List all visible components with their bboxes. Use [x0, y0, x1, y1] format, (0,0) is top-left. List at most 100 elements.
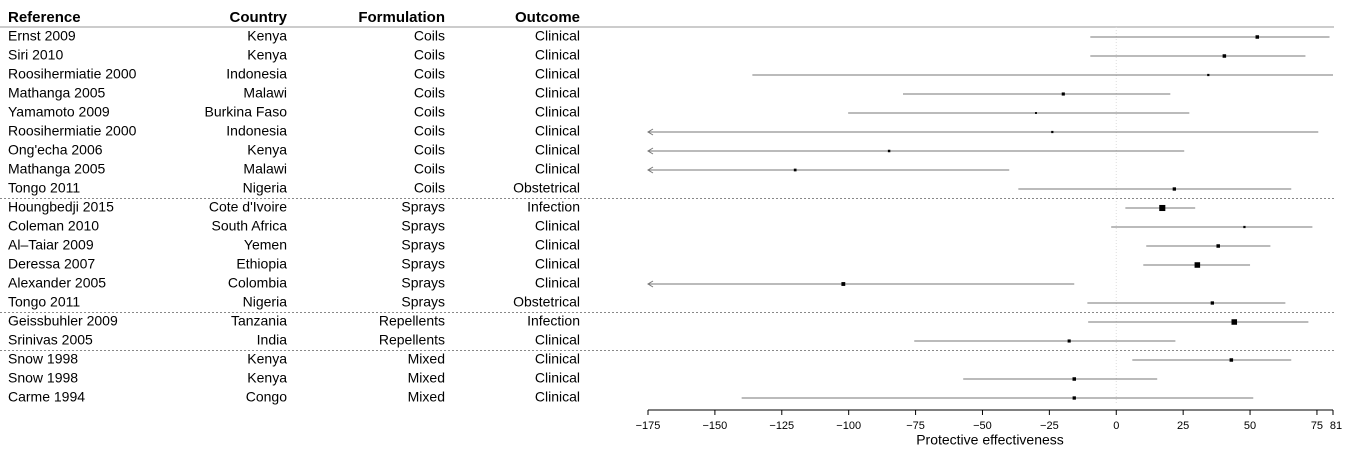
point-estimate [1159, 204, 1166, 212]
country: Kenya [247, 47, 287, 63]
reference: Srinivas 2005 [8, 332, 93, 348]
outcome: Clinical [535, 351, 580, 367]
outcome: Obstetrical [513, 294, 580, 310]
reference: Snow 1998 [8, 351, 78, 367]
x-axis-title: Protective effectiveness [916, 432, 1064, 448]
country: Nigeria [243, 294, 288, 310]
outcome: Clinical [535, 237, 580, 253]
point-estimate [793, 168, 797, 172]
formulation: Coils [414, 28, 445, 44]
reference: Tongo 2011 [8, 294, 80, 310]
country: Colombia [228, 275, 287, 291]
reference: Ernst 2009 [8, 28, 76, 44]
ci-arrow [647, 128, 654, 136]
x-tick-label: −125 [769, 420, 794, 432]
point-estimate [887, 149, 891, 153]
point-estimate [841, 282, 846, 286]
reference: Deressa 2007 [8, 256, 95, 272]
point-estimate [1072, 396, 1076, 400]
formulation: Coils [414, 161, 445, 177]
header-country: Country [230, 9, 288, 26]
x-tick-label: −100 [836, 420, 861, 432]
formulation: Sprays [401, 256, 445, 272]
outcome: Clinical [535, 218, 580, 234]
formulation: Repellents [379, 332, 445, 348]
x-tick-label: −50 [973, 420, 992, 432]
reference: Geissbuhler 2009 [8, 313, 118, 329]
country: Indonesia [226, 123, 287, 139]
x-tick-label: −75 [906, 420, 925, 432]
reference: Roosihermiatie 2000 [8, 123, 137, 139]
country: Cote d'Ivoire [209, 199, 287, 215]
formulation: Sprays [401, 218, 445, 234]
x-tick-label: −25 [1040, 420, 1059, 432]
outcome: Clinical [535, 161, 580, 177]
formulation: Coils [414, 104, 445, 120]
reference: Yamamoto 2009 [8, 104, 110, 120]
point-estimate [1231, 319, 1238, 325]
country: Tanzania [231, 313, 287, 329]
reference: Siri 2010 [8, 47, 63, 63]
reference: Carme 1994 [8, 389, 85, 405]
outcome: Clinical [535, 389, 580, 405]
outcome: Clinical [535, 47, 580, 63]
country: Nigeria [243, 180, 288, 196]
country: Kenya [247, 28, 287, 44]
point-estimate [1051, 130, 1054, 134]
formulation: Mixed [408, 351, 445, 367]
country: Malawi [243, 161, 287, 177]
country: Indonesia [226, 66, 287, 82]
formulation: Sprays [401, 275, 445, 291]
reference: Roosihermiatie 2000 [8, 66, 137, 82]
point-estimate [1194, 262, 1201, 268]
header-outcome: Outcome [515, 9, 580, 26]
header-reference: Reference [8, 9, 81, 26]
formulation: Mixed [408, 370, 445, 386]
formulation: Sprays [401, 199, 445, 215]
outcome: Clinical [535, 104, 580, 120]
ci-arrow [647, 147, 654, 155]
outcome: Clinical [535, 123, 580, 139]
outcome: Clinical [535, 142, 580, 158]
outcome: Clinical [535, 28, 580, 44]
formulation: Sprays [401, 294, 445, 310]
x-tick-label: −150 [703, 420, 728, 432]
formulation: Mixed [408, 389, 445, 405]
country: Malawi [243, 85, 287, 101]
country: South Africa [212, 218, 288, 234]
country: India [257, 332, 288, 348]
reference: Coleman 2010 [8, 218, 99, 234]
formulation: Coils [414, 47, 445, 63]
point-estimate [1229, 358, 1234, 362]
country: Ethiopia [236, 256, 287, 272]
x-tick-label: 81 [1330, 420, 1342, 432]
reference: Mathanga 2005 [8, 85, 106, 101]
reference: Snow 1998 [8, 370, 78, 386]
formulation: Sprays [401, 237, 445, 253]
formulation: Coils [414, 85, 445, 101]
x-tick-label: 25 [1177, 420, 1189, 432]
outcome: Infection [527, 199, 580, 215]
x-tick-label: 75 [1311, 420, 1323, 432]
reference: Mathanga 2005 [8, 161, 106, 177]
outcome: Clinical [535, 332, 580, 348]
point-estimate [1067, 339, 1071, 343]
reference: Ong'echa 2006 [8, 142, 103, 158]
point-estimate [1216, 244, 1220, 248]
point-estimate [1210, 301, 1214, 305]
outcome: Obstetrical [513, 180, 580, 196]
country: Kenya [247, 142, 287, 158]
country: Congo [246, 389, 287, 405]
outcome: Clinical [535, 66, 580, 82]
point-estimate [1061, 92, 1065, 96]
point-estimate [1222, 54, 1227, 58]
point-estimate [1207, 73, 1210, 77]
outcome: Infection [527, 313, 580, 329]
point-estimate [1243, 225, 1246, 229]
formulation: Coils [414, 123, 445, 139]
header-formulation: Formulation [358, 9, 445, 26]
x-tick-label: −175 [636, 420, 661, 432]
country: Burkina Faso [205, 104, 288, 120]
x-tick-label: 0 [1113, 420, 1119, 432]
point-estimate [1072, 377, 1077, 381]
